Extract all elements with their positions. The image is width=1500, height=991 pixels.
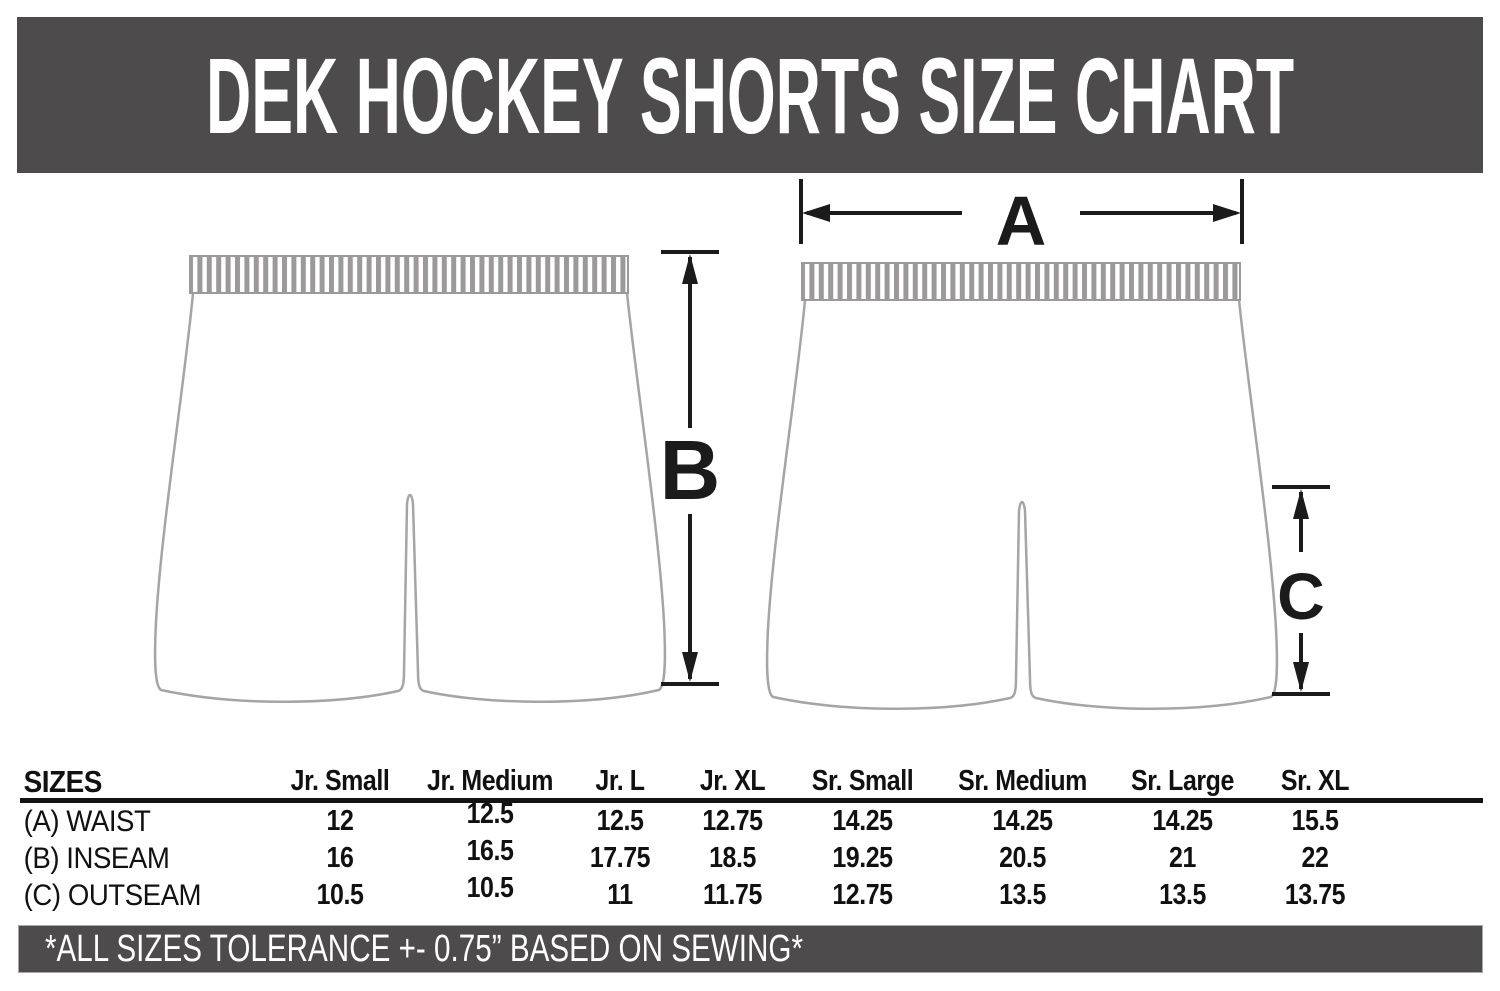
size-value: 16: [326, 842, 354, 874]
title-banner: DEK HOCKEY SHORTS SIZE CHART: [17, 17, 1483, 173]
row-label-inseam: (B) INSEAM: [23, 841, 170, 875]
size-value: 13.75: [1284, 879, 1346, 911]
size-value: 12: [326, 805, 354, 837]
size-value: 11: [607, 879, 633, 911]
dimension-label-b: B: [660, 423, 721, 517]
arrowhead-up-icon: [682, 254, 698, 284]
arrowhead-down-icon: [1293, 662, 1309, 692]
column-header-jr-small: Jr. Small: [290, 765, 390, 797]
dimension-label-a: A: [996, 182, 1047, 260]
arrowhead-left-icon: [802, 204, 830, 222]
size-value: 20.5: [999, 842, 1046, 874]
column-header-jr-xl: Jr. XL: [699, 765, 766, 797]
row-label-outseam: (C) OUTSEAM: [23, 878, 202, 912]
size-value: 13.5: [1159, 879, 1206, 911]
row-label-waist: (A) WAIST: [23, 804, 151, 838]
size-value: 21: [1169, 842, 1196, 874]
size-table: SIZES Jr. Small Jr. Medium Jr. L Jr. XL …: [20, 763, 1483, 914]
size-value: 16.5: [466, 835, 514, 867]
tolerance-note: *ALL SIZES TOLERANCE +- 0.75” BASED ON S…: [45, 927, 804, 970]
size-value: 14.25: [1152, 805, 1213, 837]
column-header-sr-small: Sr. Small: [811, 765, 914, 797]
dimension-a-arrow: A: [799, 179, 1244, 260]
size-value: 12.5: [466, 798, 514, 830]
size-value: 19.25: [832, 842, 893, 874]
table-corner-header: SIZES: [23, 763, 103, 799]
dimension-b-arrow: B: [660, 250, 721, 686]
page-title: DEK HOCKEY SHORTS SIZE CHART: [205, 34, 1295, 156]
dimension-c-arrow: C: [1272, 485, 1330, 696]
shorts-back-view: [765, 261, 1279, 711]
column-header-sr-medium: Sr. Medium: [958, 765, 1087, 797]
size-value: 12.75: [702, 805, 763, 837]
column-header-jr-l: Jr. L: [595, 765, 645, 797]
table-header-rule: [20, 798, 1483, 803]
column-header-jr-medium: Jr. Medium: [427, 765, 553, 797]
arrowhead-down-icon: [682, 652, 698, 682]
footer-note-bar: *ALL SIZES TOLERANCE +- 0.75” BASED ON S…: [18, 925, 1483, 973]
size-value: 14.25: [992, 805, 1053, 837]
size-value: 10.5: [466, 872, 514, 904]
size-value: 12.75: [832, 879, 893, 911]
size-value: 10.5: [316, 879, 364, 911]
size-value: 13.5: [999, 879, 1046, 911]
row-spacer: [1380, 877, 1483, 914]
arrowhead-up-icon: [1293, 489, 1309, 519]
size-value: 14.25: [832, 805, 893, 837]
size-value: 15.5: [1291, 805, 1339, 837]
column-header-sr-large: Sr. Large: [1131, 765, 1234, 797]
dimension-label-c: C: [1277, 559, 1325, 633]
size-value: 18.5: [709, 842, 756, 874]
size-value: 17.75: [589, 842, 651, 874]
column-header-sr-xl: Sr. XL: [1280, 765, 1350, 797]
size-table-grid: SIZES Jr. Small Jr. Medium Jr. L Jr. XL …: [20, 763, 1483, 914]
header-spacer: [1380, 765, 1483, 798]
size-value: 22: [1301, 842, 1329, 874]
size-value: 11.75: [703, 879, 762, 911]
arrowhead-right-icon: [1213, 204, 1241, 222]
row-spacer: [1380, 803, 1483, 840]
size-value: 12.5: [596, 805, 644, 837]
shorts-front-view: [153, 254, 667, 704]
row-spacer: [1380, 840, 1483, 877]
